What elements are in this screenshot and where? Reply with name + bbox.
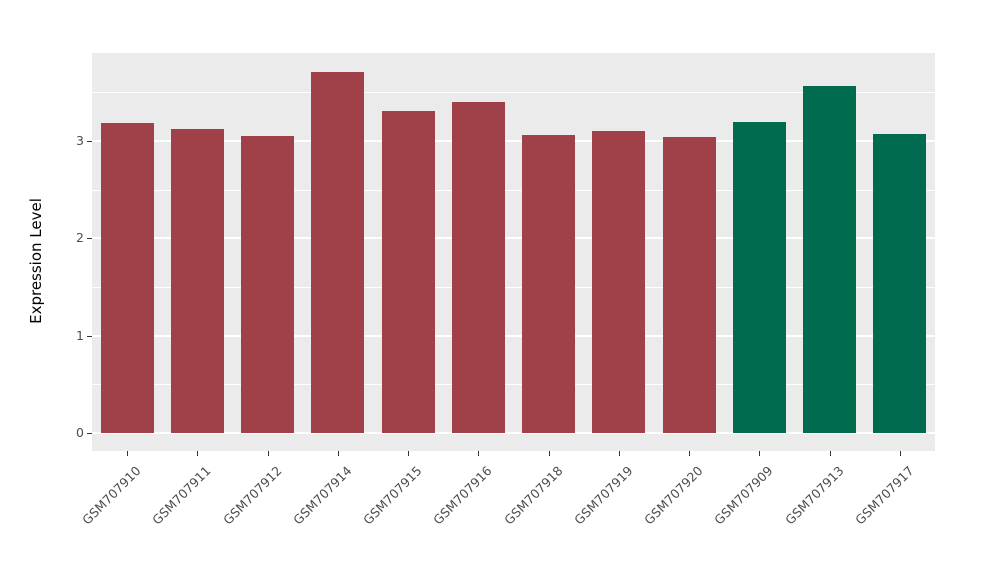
gridline-minor: [92, 384, 935, 386]
x-tick-mark: [619, 451, 620, 456]
bar-GSM707917: [873, 134, 926, 433]
y-tick-mark: [87, 335, 92, 337]
x-tick-mark: [408, 451, 409, 456]
bar-GSM707911: [171, 129, 224, 433]
x-tick-mark: [268, 451, 269, 456]
x-tick-label: GSM707920: [641, 463, 706, 528]
y-tick-label: 2: [76, 230, 84, 246]
y-tick-mark: [87, 141, 92, 143]
y-tick-label: 0: [76, 425, 84, 440]
x-tick-mark: [127, 451, 128, 456]
x-tick-mark: [830, 451, 831, 456]
x-tick-label: GSM707916: [430, 463, 495, 528]
gridline-major: [92, 432, 935, 434]
y-tick-mark: [87, 433, 92, 434]
x-tick-label: GSM707912: [220, 463, 285, 528]
x-tick-label: GSM707917: [852, 463, 917, 528]
bar-GSM707912: [241, 136, 294, 433]
x-tick-mark: [549, 451, 550, 456]
x-tick-mark: [197, 451, 198, 456]
x-tick-mark: [338, 451, 339, 456]
x-tick-label: GSM707910: [79, 463, 144, 528]
x-tick-mark: [689, 451, 690, 456]
x-tick-label: GSM707915: [360, 463, 425, 528]
bar-GSM707920: [663, 137, 716, 433]
y-axis-title: Expression Level: [27, 198, 45, 324]
gridline-minor: [92, 287, 935, 289]
bar-GSM707918: [522, 135, 575, 433]
y-tick-label: 1: [76, 327, 84, 343]
gridline-major: [92, 334, 935, 337]
bar-GSM707914: [311, 72, 364, 433]
x-tick-label: GSM707914: [290, 463, 355, 528]
bar-GSM707919: [592, 131, 645, 433]
x-tick-label: GSM707919: [571, 463, 636, 528]
y-tick-label: 3: [76, 133, 84, 149]
gridline-minor: [92, 189, 935, 191]
x-tick-label: GSM707909: [711, 463, 776, 528]
bar-GSM707909: [733, 122, 786, 433]
bar-GSM707916: [452, 102, 505, 433]
bar-GSM707910: [101, 123, 154, 433]
gridline-minor: [92, 92, 935, 94]
x-tick-mark: [478, 451, 479, 456]
y-tick-mark: [87, 238, 92, 240]
bar-GSM707915: [382, 111, 435, 433]
x-tick-label: GSM707913: [782, 463, 847, 528]
gridline-major: [92, 237, 935, 240]
gridline-major: [92, 140, 935, 143]
x-tick-mark: [759, 451, 760, 456]
x-tick-label: GSM707911: [149, 463, 214, 528]
plot-panel: [92, 53, 935, 451]
x-tick-label: GSM707918: [501, 463, 566, 528]
bar-GSM707913: [803, 86, 856, 433]
x-tick-mark: [900, 451, 901, 456]
